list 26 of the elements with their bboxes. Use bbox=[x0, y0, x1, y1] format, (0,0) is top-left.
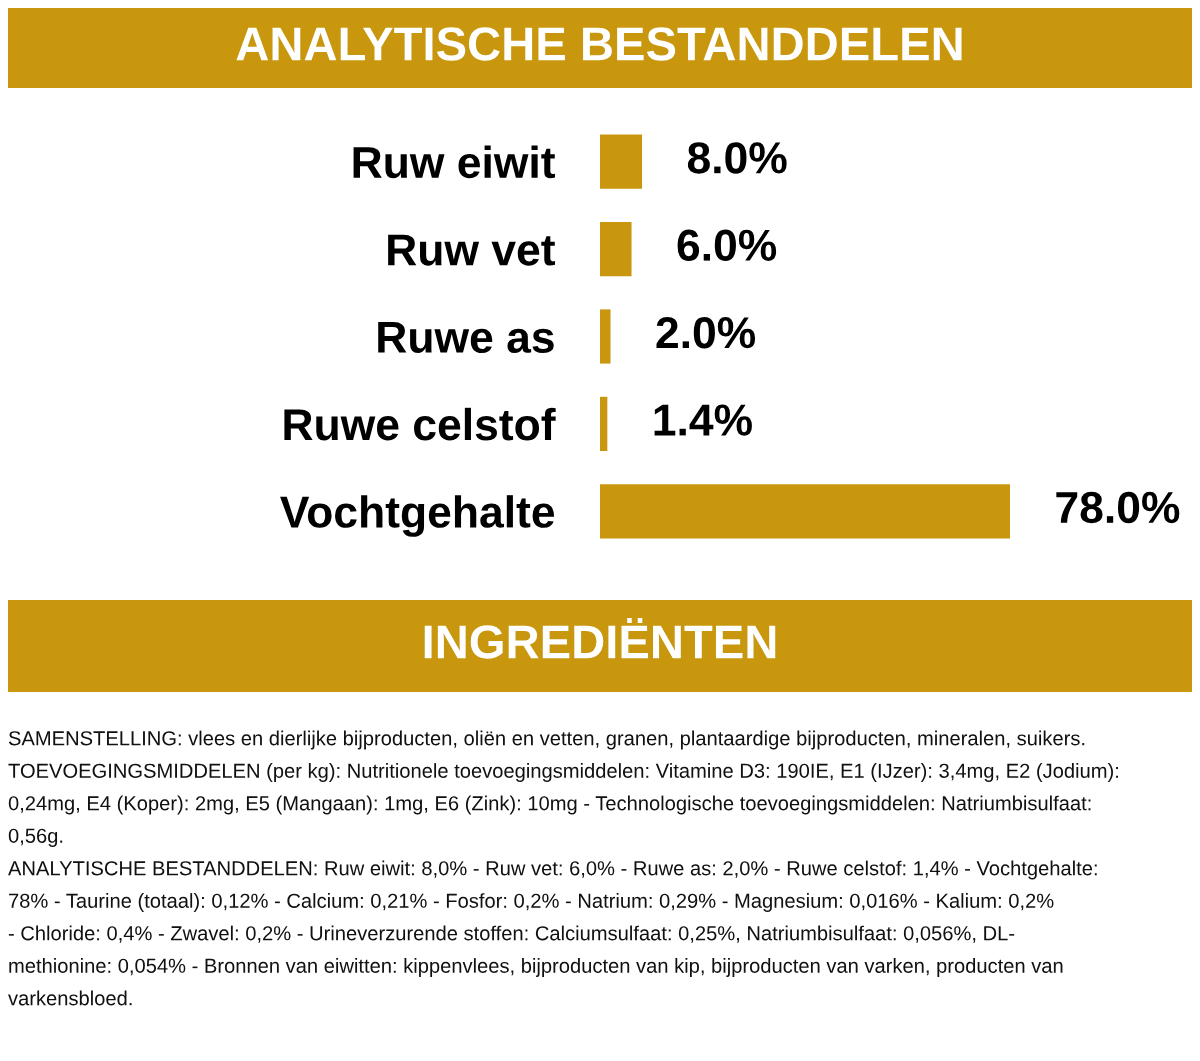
bar bbox=[600, 309, 611, 364]
data-label: 2.0% bbox=[656, 316, 756, 349]
text: 0,56g. bbox=[8, 828, 63, 847]
data-label: 78.0% bbox=[1056, 491, 1180, 524]
y-tick-label: Ruwe as bbox=[378, 322, 554, 354]
text: TOEVOEGINGSMIDDELEN (per kg): Nutritionele toevoegingsmiddelen: Vitamine D3: 190IE, E1 (IJzer): 3,4mg, E2 (Jodium): bbox=[8, 763, 1118, 782]
y-tick-label: Ruw vet bbox=[388, 234, 556, 266]
data-label: 1.4% bbox=[654, 404, 752, 436]
text: SAMENSTELLING: vlees en dierlijke bijproducten, oliën en vetten, granen, plantaardige bijproducten, mineralen, suikers. bbox=[8, 730, 1085, 750]
text: 78% - Taurine (totaal): 0,12% - Calcium: 0,21% - Fosfor: 0,2% - Natrium: 0,29% - Magnesium: 0,016% - Kalium: 0,2% bbox=[9, 893, 1054, 912]
text: INGREDIËNTEN bbox=[424, 617, 776, 659]
bar bbox=[600, 222, 632, 277]
bar bbox=[600, 134, 643, 189]
text: varkensbloed. bbox=[8, 990, 132, 1006]
bar bbox=[600, 484, 1010, 539]
text: - Chloride: 0,4% - Zwavel: 0,2% - Urineverzurende stoffen: Calciumsulfaat: 0,25%, Natriumbisulfaat: 0,056%, DL- bbox=[8, 925, 1015, 943]
text: 0,24mg, E4 (Koper): 2mg, E5 (Mangaan): 1mg, E6 (Zink): 10mg - Technologische toevoegingsmiddelen: Natriumbisulfaat: bbox=[8, 795, 1091, 815]
data-label: 8.0% bbox=[687, 142, 787, 174]
y-tick-label: Ruwe celstof bbox=[284, 407, 556, 441]
data-label: 6.0% bbox=[677, 229, 777, 262]
text: methionine: 0,054% - Bronnen van eiwitten: kippenvlees, bijproducten van kip, bijproducten van varken, producten van bbox=[9, 958, 1063, 977]
y-tick-label: Ruw eiwit bbox=[353, 145, 556, 179]
chart-title: ANALYTISCHE BESTANDDELEN bbox=[236, 27, 962, 61]
bar bbox=[600, 396, 608, 451]
text: ANALYTISCHE BESTANDDELEN: Ruw eiwit: 8,0% - Ruw vet: 6,0% - Ruwe as: 2,0% - Ruwe celstof: 1,4% - Vochtgehalte: bbox=[8, 860, 1097, 880]
y-tick-label: Vochtgehalte bbox=[280, 495, 555, 537]
